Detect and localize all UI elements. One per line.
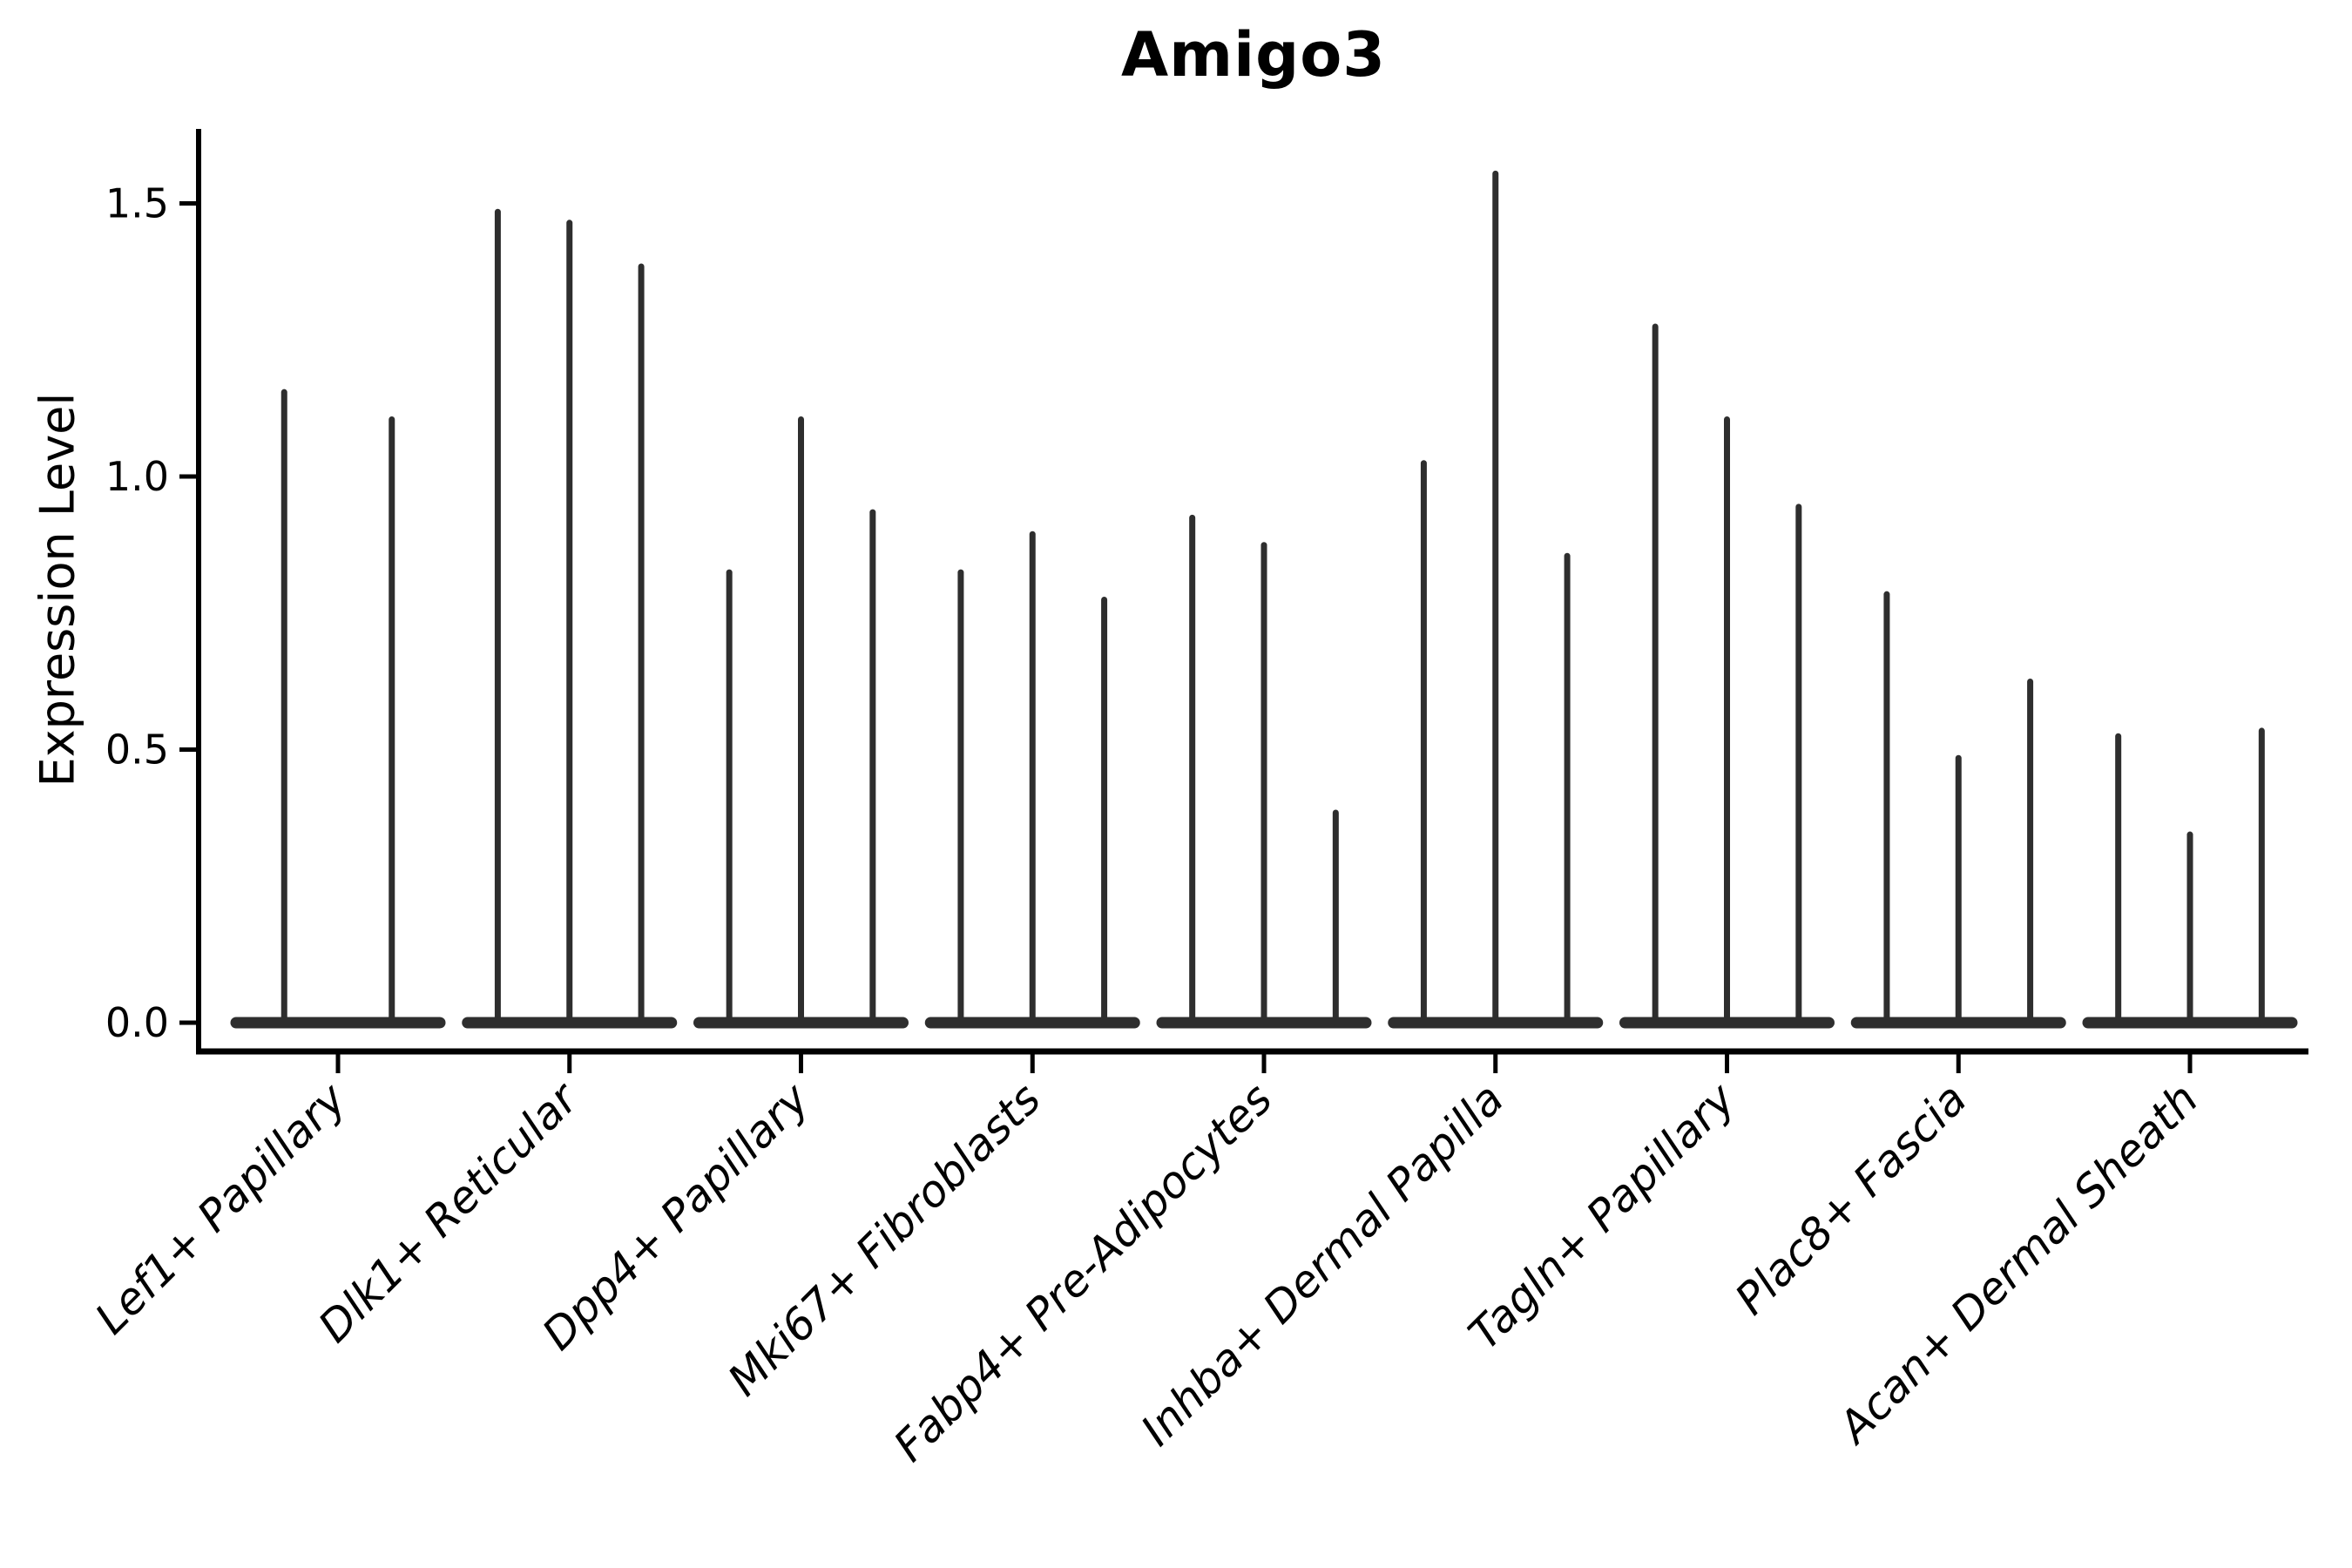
violin-spike bbox=[494, 208, 501, 1026]
violin-spike bbox=[638, 263, 645, 1027]
y-tick-label: 0.5 bbox=[105, 727, 169, 774]
violin-group-5 bbox=[1156, 514, 1372, 1029]
violin-group-layer bbox=[230, 170, 2298, 1029]
violin-spike bbox=[1724, 416, 1730, 1026]
violin-group-8 bbox=[1850, 591, 2066, 1029]
y-tick-label: 0.0 bbox=[105, 999, 169, 1046]
violin-spike bbox=[1564, 552, 1571, 1026]
violin-spike bbox=[566, 220, 573, 1026]
violin-spike bbox=[1101, 596, 1108, 1026]
y-tick-label: 1.0 bbox=[105, 453, 169, 500]
x-tick-label: Fabp4+ Pre-Adipocytes bbox=[884, 1073, 1282, 1471]
violin-group-4 bbox=[924, 531, 1140, 1029]
violin-spike bbox=[1883, 591, 1890, 1026]
violin-spike bbox=[1420, 460, 1427, 1026]
y-tick-label: 1.5 bbox=[105, 180, 169, 227]
violin-spike bbox=[1795, 504, 1802, 1026]
violin-group-2 bbox=[462, 208, 678, 1029]
axes-layer bbox=[196, 129, 2308, 1055]
violin-group-3 bbox=[693, 416, 909, 1029]
violin-spike bbox=[1492, 170, 1499, 1026]
x-tick-label: Plac8+ Fascia bbox=[1726, 1073, 1977, 1324]
violin-spike bbox=[2027, 678, 2034, 1026]
violin-spike bbox=[2115, 733, 2122, 1026]
violin-group-9 bbox=[2082, 727, 2298, 1029]
y-tick-layer: 0.0 0.5 1.0 1.5 bbox=[105, 180, 199, 1046]
violin-spike bbox=[726, 569, 733, 1026]
x-tick-label: Lef1+ Papillary bbox=[85, 1072, 356, 1343]
violin-spike bbox=[1652, 323, 1659, 1026]
violin-spike bbox=[2186, 831, 2193, 1026]
violin-spike bbox=[957, 569, 964, 1026]
violin-spike bbox=[1955, 754, 1962, 1026]
violin-spike bbox=[280, 389, 287, 1026]
violin-spike bbox=[798, 416, 804, 1026]
violin-spike bbox=[869, 509, 876, 1026]
violin-spike bbox=[2258, 727, 2265, 1026]
violin-group-6 bbox=[1388, 170, 1604, 1029]
violin-spike bbox=[1332, 809, 1339, 1026]
violin-spike bbox=[389, 416, 395, 1026]
x-tick-layer bbox=[335, 1054, 2193, 1073]
violin-base bbox=[230, 1017, 446, 1029]
chart-title: Amigo3 bbox=[1120, 19, 1386, 91]
violin-spike bbox=[1260, 542, 1267, 1026]
violin-spike bbox=[1029, 531, 1036, 1026]
violin-group-7 bbox=[1619, 323, 1835, 1029]
violin-group-1 bbox=[230, 389, 446, 1029]
violin-spike bbox=[1189, 514, 1196, 1026]
